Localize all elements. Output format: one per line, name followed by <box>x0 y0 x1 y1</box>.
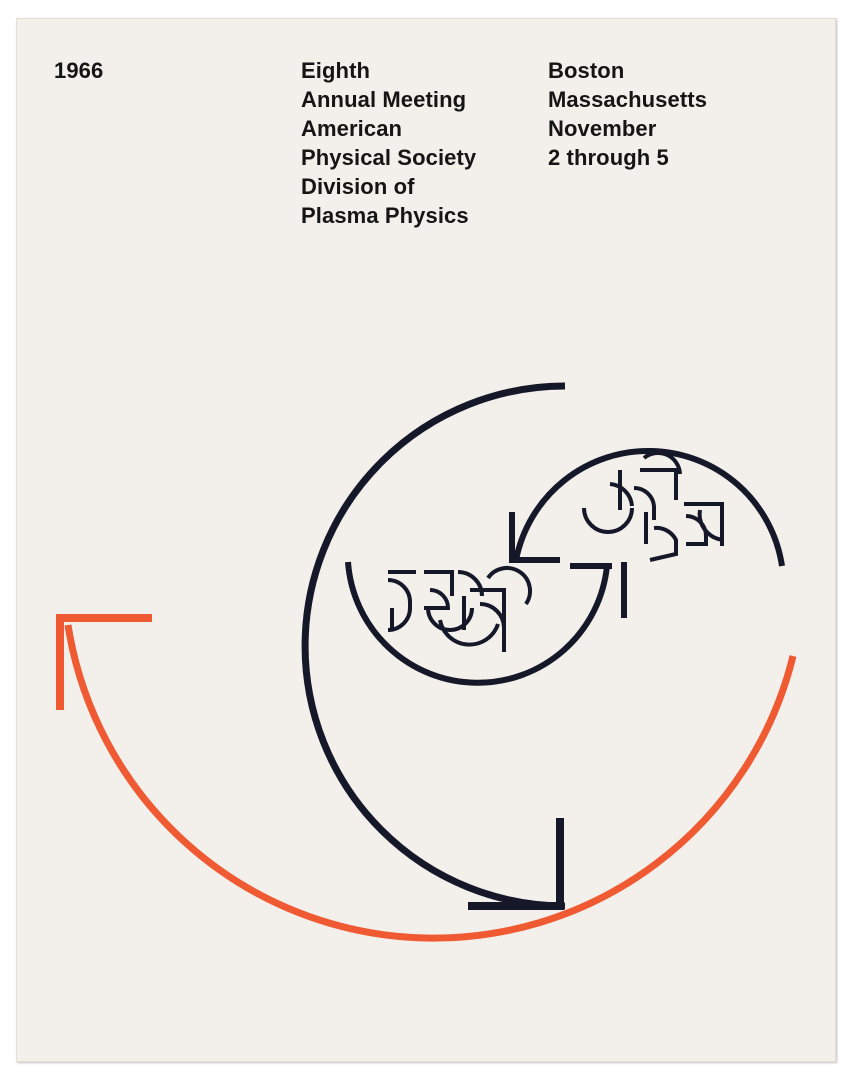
meeting-line: Physical Society <box>301 145 477 170</box>
navy-outer-corner <box>468 818 564 910</box>
orange-arc <box>64 624 797 942</box>
meeting-column: Eighth Annual Meeting American Physical … <box>301 56 476 230</box>
meeting-line: American <box>301 116 403 141</box>
meeting-line: Division of <box>301 174 415 199</box>
place-column: Boston Massachusetts November 2 through … <box>548 56 707 172</box>
place-line: November <box>548 116 657 141</box>
meeting-line: Annual Meeting <box>301 87 467 112</box>
place-line: Massachusetts <box>548 87 708 112</box>
place-line: Boston <box>548 58 625 83</box>
meeting-line: Plasma Physics <box>301 203 469 228</box>
orange-arrowhead <box>56 614 152 710</box>
poster-sheet: 1966 Eighth Annual Meeting American Phys… <box>16 18 836 1062</box>
year-text: 1966 <box>54 58 104 83</box>
small-glyph-cluster-left <box>387 565 532 652</box>
meeting-line: Eighth <box>301 58 371 83</box>
navy-upper-corner <box>509 512 560 563</box>
navy-upper-arc <box>513 447 785 567</box>
navy-middle-arc <box>345 561 610 686</box>
navy-outer-arc <box>301 382 566 910</box>
small-glyph-cluster-right <box>582 450 725 562</box>
place-line: 2 through 5 <box>548 145 669 170</box>
year-column: 1966 <box>54 56 103 85</box>
